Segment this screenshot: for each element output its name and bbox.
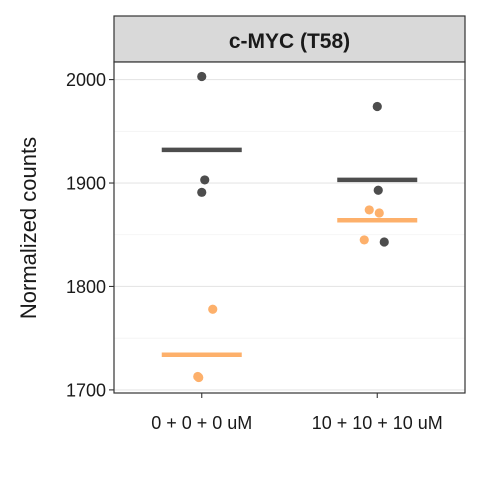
mean-lines bbox=[161, 147, 418, 357]
y-tick-label: 1700 bbox=[66, 380, 106, 400]
data-point bbox=[208, 304, 218, 314]
y-axis: 1700 1800 1900 2000 bbox=[66, 70, 114, 400]
grid-lines bbox=[114, 79, 465, 391]
y-tick-label: 1900 bbox=[66, 174, 106, 194]
data-point bbox=[200, 175, 210, 185]
data-point bbox=[379, 237, 389, 247]
data-point bbox=[364, 205, 374, 215]
x-tick-label: 0 + 0 + 0 uM bbox=[151, 413, 252, 433]
y-axis-label: Normalized counts bbox=[16, 137, 41, 319]
chart-title: c-MYC (T58) bbox=[229, 30, 350, 53]
data-point bbox=[194, 372, 204, 383]
data-points bbox=[193, 71, 389, 383]
panel-border bbox=[113, 61, 466, 394]
plot-panel bbox=[114, 62, 465, 393]
data-point bbox=[372, 101, 382, 112]
data-point bbox=[197, 187, 207, 197]
data-point bbox=[197, 71, 207, 82]
y-tick-label: 1800 bbox=[66, 277, 106, 297]
y-tick-label: 2000 bbox=[66, 70, 106, 90]
x-tick-label: 10 + 10 + 10 uM bbox=[312, 413, 443, 433]
x-axis: 0 + 0 + 0 uM 10 + 10 + 10 uM bbox=[151, 393, 443, 433]
facet-strip bbox=[113, 15, 466, 63]
data-point bbox=[359, 235, 369, 245]
data-point bbox=[373, 185, 383, 195]
data-point bbox=[374, 208, 384, 218]
